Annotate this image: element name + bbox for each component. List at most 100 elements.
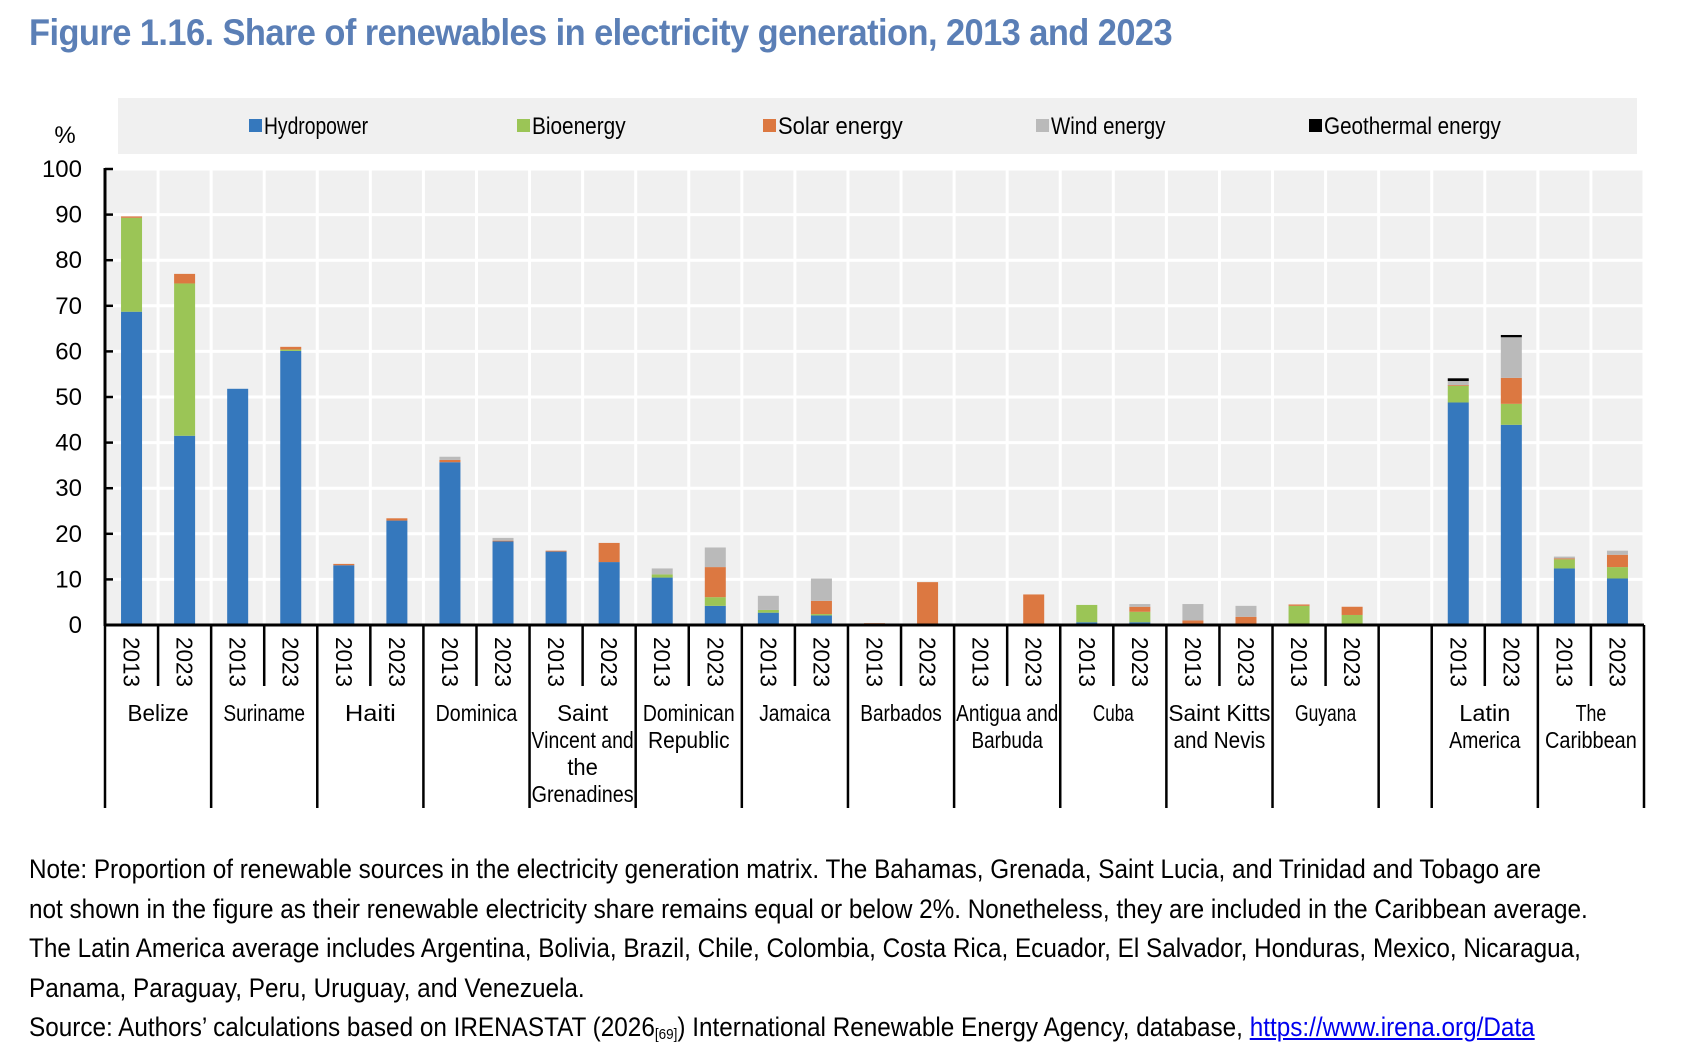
bar-segment-geothermal-energy: [1500, 334, 1522, 338]
bar-segment-bioenergy: [651, 574, 673, 578]
year-tick-label: 2013: [649, 637, 675, 687]
year-tick-label: 2023: [490, 637, 516, 687]
bar-segment-hydropower: [227, 388, 249, 625]
source-middle: ) International Renewable Energy Agency,…: [677, 1012, 1250, 1042]
y-tick-label: 70: [55, 293, 82, 320]
y-tick-label: 0: [69, 612, 82, 639]
year-tick-label: 2023: [1339, 637, 1365, 687]
year-tick-label: 2023: [278, 637, 304, 687]
legend-background: [118, 98, 1637, 154]
y-tick-label: 30: [55, 475, 82, 502]
year-tick-label: 2013: [331, 637, 357, 687]
bar-segment-solar-energy: [1447, 385, 1469, 386]
bar-segment-solar-energy: [121, 216, 143, 218]
year-tick-label: 2023: [1127, 637, 1153, 687]
bar-segment-bioenergy: [174, 283, 196, 436]
bar-segment-hydropower: [1500, 424, 1522, 625]
group-label: Grenadines: [532, 781, 634, 807]
bar-segment-wind-energy: [1129, 604, 1151, 607]
bar-segment-hydropower: [439, 462, 461, 625]
note-line-2: not shown in the figure as their renewab…: [29, 893, 1588, 924]
note-line-3: The Latin America average includes Argen…: [29, 933, 1581, 963]
bar-segment-solar-energy: [598, 542, 620, 563]
bar-segment-wind-energy: [1447, 381, 1469, 386]
source-link[interactable]: https://www.irena.org/Data: [1249, 1012, 1535, 1042]
bar-segment-hydropower: [757, 612, 779, 625]
year-tick-label: 2023: [384, 637, 410, 687]
group-label: Antigua and: [956, 700, 1058, 726]
year-tick-label: 2023: [702, 637, 728, 687]
group-label: Jamaica: [759, 700, 831, 726]
year-tick-label: 2023: [1233, 637, 1259, 687]
group-label: Vincent and: [532, 727, 634, 753]
plot-area: [105, 167, 1646, 625]
legend-label: Solar energy: [778, 113, 903, 140]
bar-segment-bioenergy: [757, 609, 779, 613]
y-axis-label: %: [54, 122, 75, 149]
legend-swatch-geothermal-energy: [1309, 119, 1322, 132]
bar-segment-wind-energy: [492, 537, 514, 541]
bar-segment-hydropower: [598, 562, 620, 625]
y-tick-label: 60: [55, 338, 82, 365]
year-tick-label: 2013: [1286, 637, 1312, 687]
group-label: Saint Kitts: [1168, 700, 1270, 726]
y-tick-label: 40: [55, 430, 82, 457]
bar-segment-hydropower: [386, 520, 408, 625]
bar-segment-wind-energy: [704, 547, 726, 568]
bar-segment-bioenergy: [121, 217, 143, 312]
bar-segment-bioenergy: [1288, 605, 1310, 624]
legend-swatch-hydropower: [249, 119, 262, 132]
bar-segment-bioenergy: [280, 349, 302, 351]
bar-segment-solar-energy: [810, 600, 832, 615]
group-label: Haiti: [345, 700, 396, 726]
group-label: Guyana: [1295, 700, 1356, 726]
y-axis: 0 10 20 30 40 50 60 70 80 90 100%: [42, 122, 113, 639]
bar-segment-hydropower: [545, 551, 567, 625]
bar-segment-geothermal-energy: [1447, 378, 1469, 382]
bar-segment-solar-energy: [174, 273, 196, 284]
year-tick-label: 2023: [915, 637, 941, 687]
x-axis: 2013 2023 Belize 2013 2023 Suriname 2013 2023 Ha…: [103, 623, 1646, 808]
y-tick-label: 90: [55, 202, 82, 229]
group-label: Saint: [557, 700, 609, 726]
group-label: Caribbean: [1545, 727, 1637, 753]
group-label: Suriname: [223, 700, 305, 726]
bar-segment-solar-energy: [1606, 554, 1628, 568]
bar-segment-hydropower: [651, 577, 673, 625]
bar-segment-solar-energy: [386, 518, 408, 521]
source-reference: [69]: [654, 1026, 678, 1043]
year-tick-label: 2013: [1445, 637, 1471, 687]
group-label: and Nevis: [1174, 727, 1266, 753]
year-tick-label: 2013: [119, 637, 145, 687]
bar-segment-solar-energy: [1553, 558, 1575, 560]
group-label: Cuba: [1093, 700, 1134, 726]
bar-segment-bioenergy: [1341, 614, 1363, 625]
y-tick-label: 50: [55, 384, 82, 411]
y-tick-label: 20: [55, 521, 82, 548]
bar-segment-hydropower: [1606, 578, 1628, 625]
bar-segment-solar-energy: [1500, 377, 1522, 404]
group-label: Barbados: [860, 700, 942, 726]
bar-segment-solar-energy: [492, 540, 514, 542]
year-tick-label: 2023: [1604, 637, 1630, 687]
year-tick-label: 2013: [1074, 637, 1100, 687]
note-line-4: Panama, Paraguay, Peru, Uruguay, and Ven…: [29, 972, 585, 1003]
y-tick-label: 10: [55, 566, 82, 593]
bar-segment-solar-energy: [545, 550, 567, 552]
bar-segment-hydropower: [121, 311, 143, 625]
bar-segment-wind-energy: [1606, 550, 1628, 555]
year-tick-label: 2013: [437, 637, 463, 687]
bar-segment-solar-energy: [1341, 606, 1363, 615]
bar-segment-solar-energy: [1129, 606, 1151, 612]
legend-swatch-bioenergy: [517, 119, 530, 132]
year-tick-label: 2013: [1180, 637, 1206, 687]
bar-segment-hydropower: [280, 350, 302, 625]
legend-label: Bioenergy: [532, 113, 626, 140]
bar-segment-solar-energy: [1235, 616, 1257, 625]
bar-segment-wind-energy: [651, 568, 673, 575]
bar-segment-solar-energy: [1182, 620, 1204, 625]
year-tick-label: 2023: [1021, 637, 1047, 687]
bar-segment-hydropower: [810, 615, 832, 625]
bar-segment-hydropower: [174, 435, 196, 625]
group-label: the: [567, 754, 598, 780]
